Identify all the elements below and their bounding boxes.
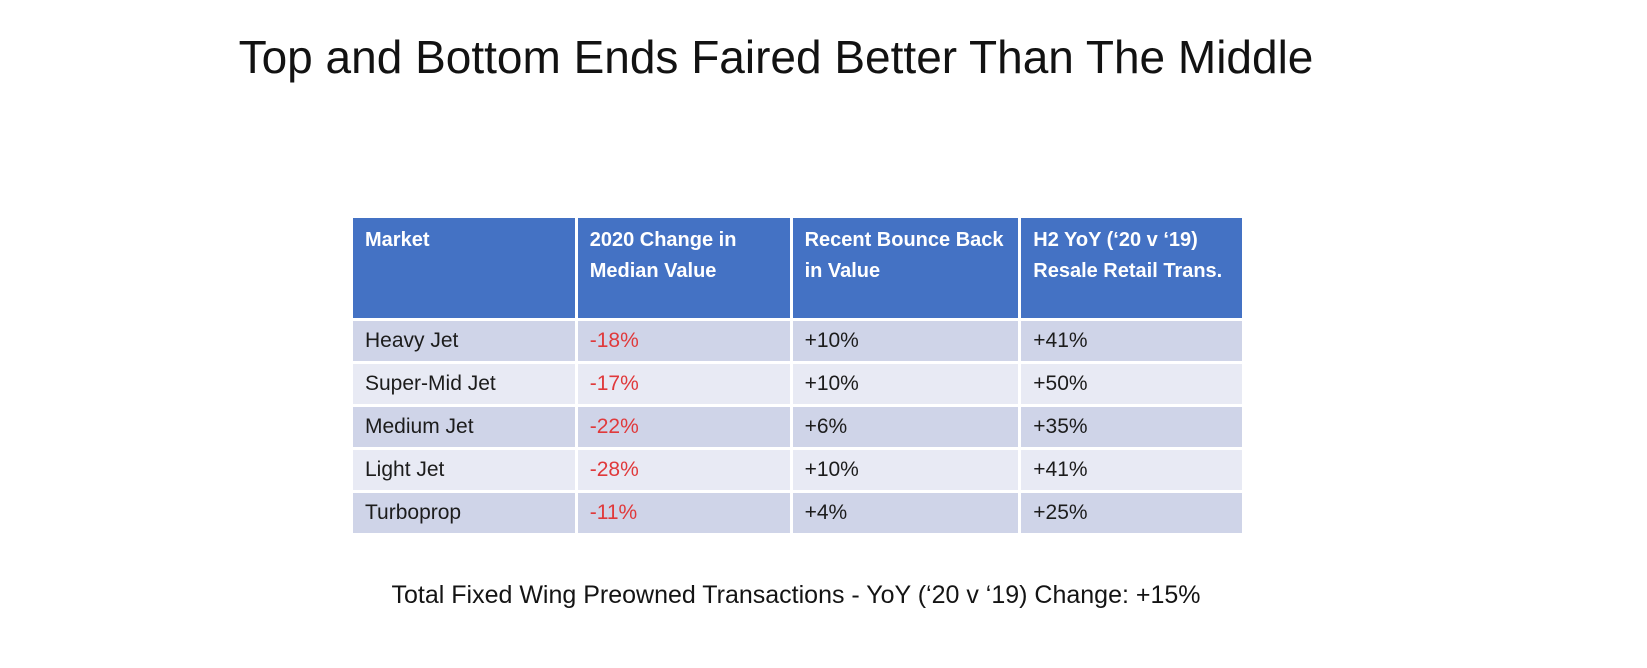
median-change-cell: -18%	[577, 321, 790, 361]
col-header-h2-yoy: H2 YoY (‘20 v ‘19) Resale Retail Trans.	[1021, 218, 1242, 318]
h2-yoy-cell: +35%	[1021, 407, 1242, 447]
h2-yoy-cell: +41%	[1021, 321, 1242, 361]
col-header-bounce-back: Recent Bounce Back in Value	[792, 218, 1019, 318]
h2-yoy-cell: +50%	[1021, 364, 1242, 404]
slide-title: Top and Bottom Ends Faired Better Than T…	[238, 31, 1314, 83]
bounce-back-cell: +10%	[792, 321, 1019, 361]
bounce-back-cell: +10%	[792, 450, 1019, 490]
median-change-cell: -28%	[577, 450, 790, 490]
col-header-market: Market	[353, 218, 575, 318]
slide-footnote: Total Fixed Wing Preowned Transactions -…	[391, 581, 1201, 609]
h2-yoy-cell: +25%	[1021, 493, 1242, 533]
bounce-back-cell: +4%	[792, 493, 1019, 533]
h2-yoy-cell: +41%	[1021, 450, 1242, 490]
market-cell: Heavy Jet	[353, 321, 575, 361]
market-cell: Medium Jet	[353, 407, 575, 447]
bounce-back-cell: +10%	[792, 364, 1019, 404]
market-cell: Turboprop	[353, 493, 575, 533]
col-header-median-change: 2020 Change in Median Value	[577, 218, 790, 318]
market-cell: Light Jet	[353, 450, 575, 490]
market-cell: Super-Mid Jet	[353, 364, 575, 404]
market-table: Market 2020 Change in Median Value Recen…	[353, 218, 1242, 533]
median-change-cell: -17%	[577, 364, 790, 404]
median-change-cell: -22%	[577, 407, 790, 447]
bounce-back-cell: +6%	[792, 407, 1019, 447]
median-change-cell: -11%	[577, 493, 790, 533]
